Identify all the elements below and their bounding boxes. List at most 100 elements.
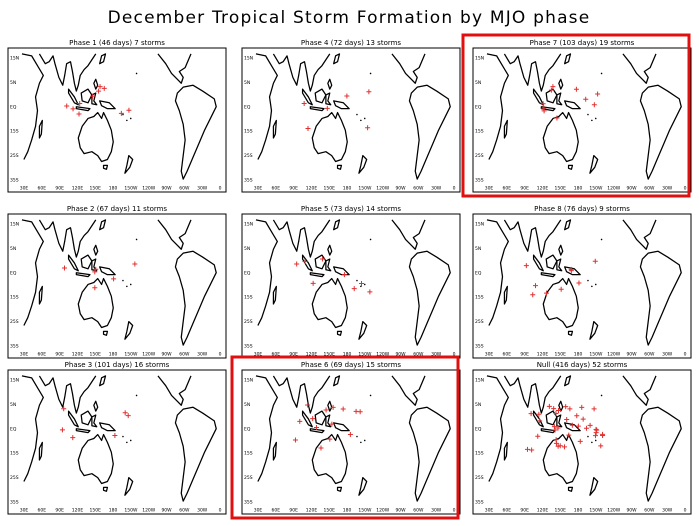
panel-frame bbox=[241, 47, 461, 193]
storm-marker bbox=[535, 433, 541, 439]
storm-marker bbox=[92, 285, 98, 291]
storm-marker bbox=[347, 432, 353, 438]
lat-label: 35S bbox=[475, 344, 484, 350]
storm-marker bbox=[591, 102, 597, 108]
lon-label: 30E bbox=[20, 508, 29, 514]
storm-marker bbox=[101, 85, 107, 91]
storm-marker bbox=[61, 265, 67, 271]
panel-title: Phase 7 (103 days) 19 storms bbox=[530, 39, 635, 47]
lon-label: 150W bbox=[589, 508, 603, 514]
lon-label: 90W bbox=[626, 508, 637, 514]
storm-marker bbox=[70, 435, 76, 441]
storm-marker bbox=[593, 430, 599, 436]
storm-marker bbox=[302, 258, 308, 264]
storm-marker bbox=[125, 413, 131, 419]
lon-label: 150E bbox=[555, 352, 567, 358]
storm-marker bbox=[330, 404, 336, 410]
lon-label: 120W bbox=[142, 186, 156, 192]
storm-marker bbox=[591, 406, 597, 412]
panel-frame bbox=[7, 213, 227, 359]
storm-marker bbox=[96, 88, 102, 94]
lon-label: 120E bbox=[537, 508, 549, 514]
lon-label: 30E bbox=[254, 186, 263, 192]
panels: Phase 1 (46 days) 7 storms 15N 5N EQ 15S 25S 3… bbox=[7, 33, 692, 520]
storm-marker bbox=[532, 283, 538, 289]
lat-label: 15N bbox=[244, 222, 253, 228]
lat-label: EQ bbox=[244, 426, 251, 432]
storm-marker bbox=[553, 440, 559, 446]
lat-label: EQ bbox=[10, 426, 17, 432]
storm-marker bbox=[294, 261, 300, 267]
storm-marker bbox=[563, 404, 569, 410]
lat-label: 15S bbox=[475, 129, 484, 135]
lat-label: 25S bbox=[244, 319, 253, 325]
storm-marker bbox=[61, 406, 67, 412]
lat-label: 35S bbox=[10, 178, 19, 184]
map-panel: Phase 5 (73 days) 14 storms 15N 5N EQ 15S 25S… bbox=[241, 205, 461, 359]
lon-label: 90W bbox=[626, 186, 637, 192]
lon-label: 90E bbox=[289, 508, 298, 514]
lat-label: 25S bbox=[475, 153, 484, 159]
lon-label: 60E bbox=[38, 508, 47, 514]
lon-label: 150W bbox=[589, 186, 603, 192]
lat-label: 15N bbox=[475, 56, 484, 62]
lon-label: 30W bbox=[431, 186, 442, 192]
lon-label: 120E bbox=[72, 508, 84, 514]
storm-marker bbox=[598, 443, 604, 449]
storm-marker bbox=[313, 425, 319, 431]
lon-label: 30E bbox=[485, 186, 494, 192]
lon-label: 180 bbox=[109, 186, 118, 192]
storm-marker bbox=[310, 280, 316, 286]
lat-label: 5N bbox=[10, 246, 16, 252]
storm-marker bbox=[554, 115, 560, 121]
storm-marker bbox=[70, 106, 76, 112]
lat-label: 15S bbox=[10, 129, 19, 135]
lon-label: 60W bbox=[179, 508, 190, 514]
lon-label: 150E bbox=[555, 186, 567, 192]
lon-label: 150E bbox=[90, 186, 102, 192]
storm-marker bbox=[324, 105, 330, 111]
lon-label: 30W bbox=[431, 352, 442, 358]
lon-label: 150E bbox=[90, 508, 102, 514]
storm-marker bbox=[587, 422, 593, 428]
lat-label: 5N bbox=[244, 246, 250, 252]
storm-marker bbox=[305, 126, 311, 132]
storm-marker bbox=[320, 256, 326, 262]
lon-label: 60W bbox=[413, 508, 424, 514]
storm-marker bbox=[575, 423, 581, 429]
map-panel: Null (416 days) 52 storms 15N 5N EQ 15S 25S 35… bbox=[472, 361, 692, 515]
lon-label: 0 bbox=[453, 508, 456, 514]
map-panel: Phase 8 (76 days) 9 storms 15N 5N EQ 15S 25S 3… bbox=[472, 205, 692, 359]
lon-label: 150W bbox=[124, 186, 138, 192]
storm-marker bbox=[132, 261, 138, 267]
lat-label: 5N bbox=[475, 402, 481, 408]
storm-marker bbox=[574, 413, 580, 419]
panel-frame bbox=[472, 213, 692, 359]
storm-marker bbox=[543, 290, 549, 296]
storm-marker bbox=[524, 446, 530, 452]
lon-label: 120W bbox=[376, 352, 390, 358]
panel-frame bbox=[241, 369, 461, 515]
storm-marker bbox=[540, 101, 546, 107]
lon-label: 60E bbox=[38, 352, 47, 358]
lat-label: 35S bbox=[475, 178, 484, 184]
lon-label: 150W bbox=[358, 508, 372, 514]
lon-label: 180 bbox=[109, 352, 118, 358]
lon-label: 60W bbox=[179, 352, 190, 358]
lon-label: 180 bbox=[574, 186, 583, 192]
lat-label: 25S bbox=[244, 153, 253, 159]
lat-label: 15N bbox=[475, 222, 484, 228]
lat-label: 15N bbox=[10, 222, 19, 228]
lat-label: 15N bbox=[475, 378, 484, 384]
lat-label: 25S bbox=[475, 475, 484, 481]
lon-label: 0 bbox=[453, 352, 456, 358]
storm-marker bbox=[93, 266, 99, 272]
lon-label: 30E bbox=[254, 508, 263, 514]
lon-label: 30E bbox=[254, 352, 263, 358]
lon-label: 90W bbox=[626, 352, 637, 358]
map-panel: Phase 4 (72 days) 13 storms 15N 5N EQ 15S 25S… bbox=[241, 39, 461, 193]
lon-label: 120W bbox=[376, 508, 390, 514]
lon-label: 60E bbox=[503, 352, 512, 358]
storm-marker bbox=[552, 427, 558, 433]
lon-label: 60E bbox=[272, 352, 281, 358]
